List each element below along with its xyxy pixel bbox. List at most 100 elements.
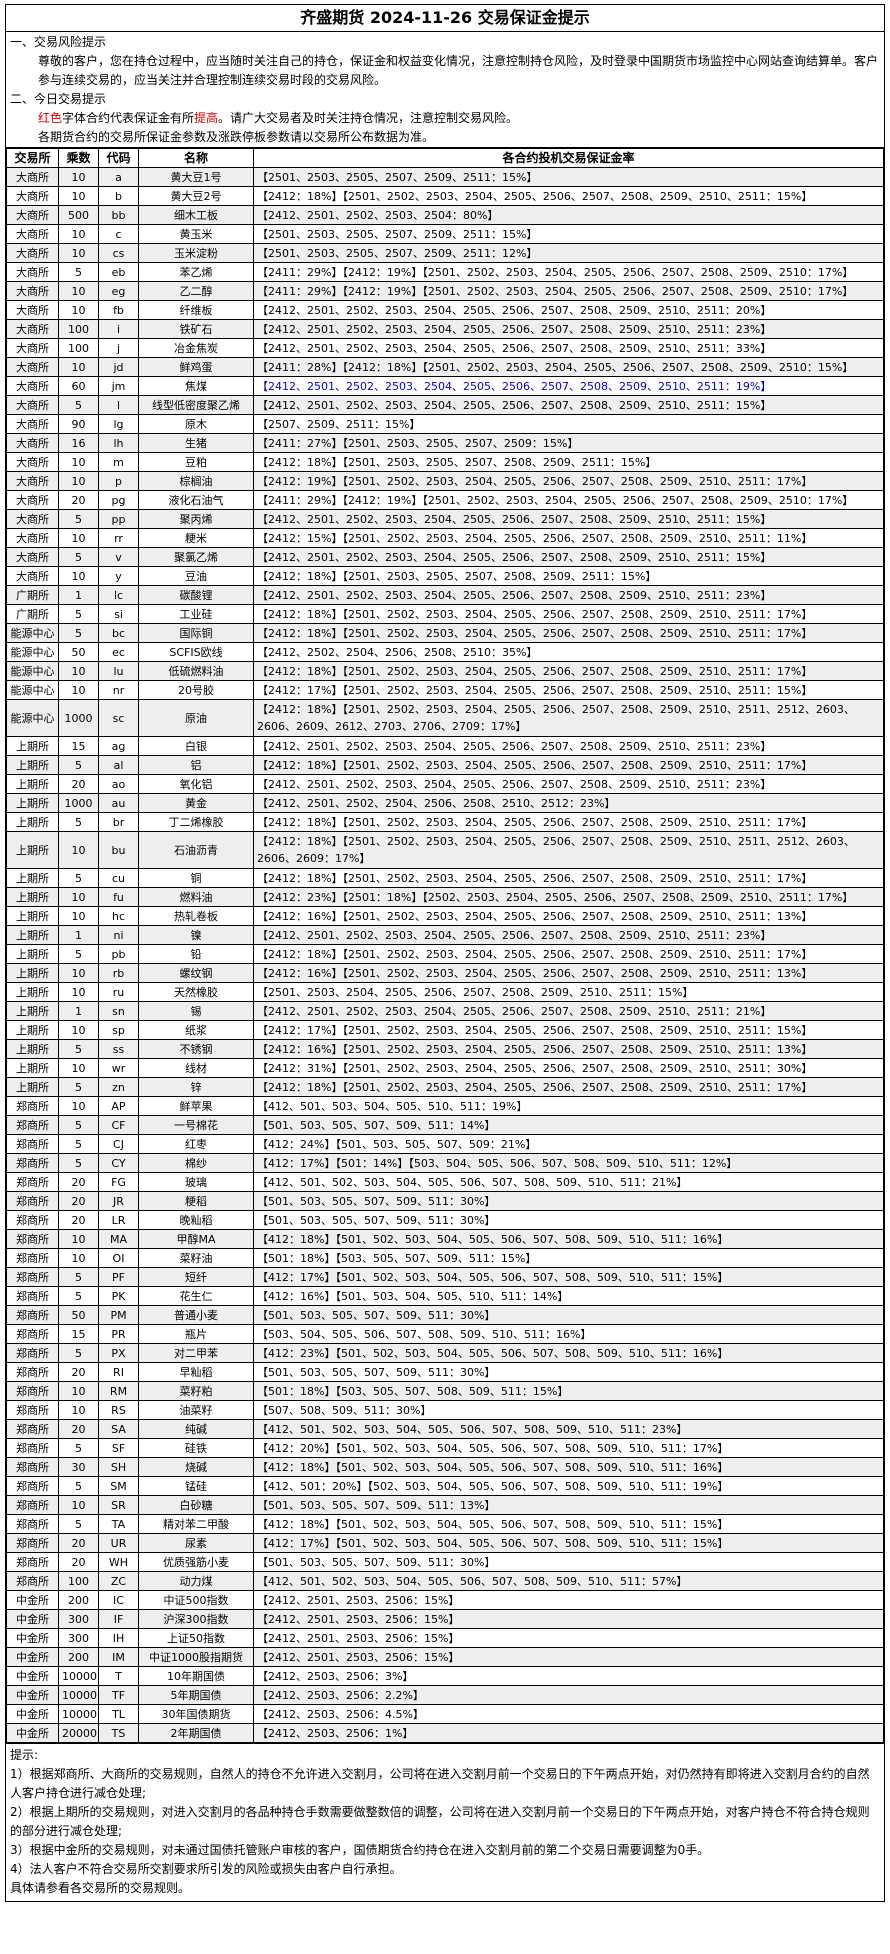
- margin-rate-cell: 【2411：29%】【2412：19%】【2501、2502、2503、2504…: [253, 281, 884, 301]
- table-row: 郑商所 10 RM 菜籽粕 【501：18%】【503、505、507、508、509、…: [6, 1381, 884, 1401]
- table-row: 大商所 16 lh 生猪 【2411：27%】【2501、2503、2505、2507、…: [6, 433, 884, 453]
- margin-rate-cell: 【2412：18%】【2501、2503、2505、2507、2508、2509…: [253, 452, 884, 472]
- table-row: 上期所 10 rb 螺纹钢 【2412：16%】【2501、2502、2503、2504…: [6, 963, 884, 983]
- multiplier-cell: 1: [58, 1001, 99, 1021]
- exchange-cell: 上期所: [6, 1020, 59, 1040]
- table-row: 大商所 10 p 棕榈油 【2412：19%】【2501、2502、2503、2504、…: [6, 471, 884, 491]
- name-cell: 菜籽粕: [138, 1381, 254, 1401]
- multiplier-cell: 1: [58, 585, 99, 605]
- name-cell: 原油: [138, 699, 254, 737]
- code-cell: PR: [98, 1324, 139, 1344]
- exchange-cell: 郑商所: [6, 1172, 59, 1192]
- table-row: 郑商所 5 SM 锰硅 【412、501：20%】【502、503、504、505、50…: [6, 1476, 884, 1496]
- margin-rate-cell: 【2411：27%】【2501、2503、2505、2507、2509：15%】: [253, 433, 884, 453]
- code-cell: jm: [98, 376, 139, 396]
- margin-rate-cell: 【2412：19%】【2501、2502、2503、2504、2505、2506…: [253, 471, 884, 491]
- exchange-cell: 大商所: [6, 300, 59, 320]
- today-text: 红色字体合约代表保证金有所提高。请广大交易者及时关注持仓情况，注意控制交易风险。: [10, 109, 880, 128]
- code-cell: TS: [98, 1723, 139, 1743]
- margin-rate-cell: 【2412、2501、2502、2503、2504、2505、2506、2507…: [253, 338, 884, 358]
- table-row: 郑商所 20 SA 纯碱 【412、501、502、503、504、505、506、50…: [6, 1419, 884, 1439]
- name-cell: 镍: [138, 925, 254, 945]
- code-cell: ru: [98, 982, 139, 1002]
- name-cell: 30年国债期货: [138, 1704, 254, 1724]
- exchange-cell: 郑商所: [6, 1457, 59, 1477]
- exchange-cell: 郑商所: [6, 1324, 59, 1344]
- footer-item: 1）根据郑商所、大商所的交易规则，自然人的持仓不允许进入交割月，公司将在进入交割…: [10, 1767, 870, 1800]
- code-cell: j: [98, 338, 139, 358]
- multiplier-cell: 50: [58, 1305, 99, 1325]
- exchange-cell: 中金所: [6, 1685, 59, 1705]
- table-row: 中金所 300 IH 上证50指数 【2412、2501、2503、2506：15%】: [6, 1628, 884, 1648]
- margin-rate-cell: 【2412：18%】【2501、2502、2503、2504、2505、2506…: [253, 623, 884, 643]
- code-cell: bc: [98, 623, 139, 643]
- name-cell: 碳酸锂: [138, 585, 254, 605]
- margin-rate-cell: 【412、501、503、504、505、510、511：19%】: [253, 1096, 884, 1116]
- table-row: 上期所 10 hc 热轧卷板 【2412：16%】【2501、2502、2503、250…: [6, 906, 884, 926]
- margin-table: 交易所 乘数 代码 名称 各合约投机交易保证金率 大商所 10 a 黄大豆1号 【250…: [6, 148, 884, 1743]
- code-cell: PX: [98, 1343, 139, 1363]
- margin-rate-cell: 【2412、2501、2502、2503、2504、2505、2506、2507…: [253, 509, 884, 529]
- exchange-cell: 大商所: [6, 528, 59, 548]
- name-cell: 锡: [138, 1001, 254, 1021]
- code-cell: RS: [98, 1400, 139, 1420]
- table-row: 上期所 5 al 铝【2412：18%】【2501、2502、2503、2504、25…: [6, 755, 884, 775]
- table-row: 大商所 5 l 线型低密度聚乙烯 【2412、2501、2502、2503、2504、2…: [6, 395, 884, 415]
- table-row: 大商所 10 m 豆粕 【2412：18%】【2501、2503、2505、2507、2…: [6, 452, 884, 472]
- exchange-cell: 郑商所: [6, 1476, 59, 1496]
- table-row: 郑商所 5 CJ 红枣 【412：24%】【501、503、505、507、509：21…: [6, 1134, 884, 1154]
- table-row: 上期所 1 ni 镍【2412、2501、2502、2503、2504、2505、25…: [6, 925, 884, 945]
- margin-rate-cell: 【412：18%】【501、502、503、504、505、506、507、50…: [253, 1457, 884, 1477]
- table-row: 郑商所 20 RI 早籼稻 【501、503、505、507、509、511：30%】: [6, 1362, 884, 1382]
- multiplier-cell: 10: [58, 243, 99, 263]
- table-row: 上期所 1000 au 黄金 【2412、2501、2502、2504、2506、250…: [6, 793, 884, 813]
- margin-rate-cell: 【412：17%】【501：14%】【503、504、505、506、507、5…: [253, 1153, 884, 1173]
- table-row: 郑商所 100 ZC 动力煤 【412、501、502、503、504、505、506、…: [6, 1571, 884, 1591]
- margin-rate-cell: 【2412：31%】【2501、2502、2503、2504、2505、2506…: [253, 1058, 884, 1078]
- margin-rate-cell: 【412：16%】【501、503、504、505、510、511：14%】: [253, 1286, 884, 1306]
- multiplier-cell: 10: [58, 982, 99, 1002]
- margin-rate-cell: 【412、501、502、503、504、505、506、507、508、509…: [253, 1172, 884, 1192]
- exchange-cell: 能源中心: [6, 661, 59, 681]
- table-row: 郑商所 10 OI 菜籽油 【501：18%】【503、505、507、509、511：…: [6, 1248, 884, 1268]
- multiplier-cell: 5: [58, 1134, 99, 1154]
- table-row: 大商所 10 eg 乙二醇 【2411：29%】【2412：19%】【2501、2502…: [6, 281, 884, 301]
- legend-text: 字体合约代表保证金有所: [62, 111, 195, 125]
- table-header-row: 交易所 乘数 代码 名称 各合约投机交易保证金率: [6, 148, 884, 168]
- multiplier-cell: 100: [58, 338, 99, 358]
- exchange-cell: 郑商所: [6, 1438, 59, 1458]
- exchange-cell: 郑商所: [6, 1210, 59, 1230]
- name-cell: 鲜鸡蛋: [138, 357, 254, 377]
- table-row: 中金所 200 IC 中证500指数 【2412、2501、2503、2506：15%】: [6, 1590, 884, 1610]
- code-cell: v: [98, 547, 139, 567]
- name-cell: 燃料油: [138, 887, 254, 907]
- code-cell: y: [98, 566, 139, 586]
- name-cell: 棉纱: [138, 1153, 254, 1173]
- multiplier-cell: 20: [58, 1210, 99, 1230]
- multiplier-cell: 30: [58, 1457, 99, 1477]
- multiplier-cell: 15: [58, 736, 99, 756]
- margin-rate-cell: 【2412、2501、2502、2503、2504、2505、2506、2507…: [253, 585, 884, 605]
- code-cell: hc: [98, 906, 139, 926]
- code-cell: IF: [98, 1609, 139, 1629]
- name-cell: 纤维板: [138, 300, 254, 320]
- red-legend: 红色: [38, 111, 63, 125]
- multiplier-cell: 200: [58, 1590, 99, 1610]
- exchange-cell: 中金所: [6, 1666, 59, 1686]
- code-cell: si: [98, 604, 139, 624]
- code-cell: T: [98, 1666, 139, 1686]
- table-row: 大商所 500 bb 细木工板 【2412、2501、2502、2503、2504：80…: [6, 205, 884, 225]
- table-row: 大商所 20 pg 液化石油气 【2411：29%】【2412：19%】【2501、25…: [6, 490, 884, 510]
- multiplier-cell: 10: [58, 1020, 99, 1040]
- exchange-cell: 郑商所: [6, 1552, 59, 1572]
- name-cell: 短纤: [138, 1267, 254, 1287]
- multiplier-cell: 10: [58, 471, 99, 491]
- name-cell: 石油沥青: [138, 831, 254, 869]
- multiplier-cell: 10: [58, 357, 99, 377]
- name-cell: 烧碱: [138, 1457, 254, 1477]
- margin-rate-cell: 【2501、2503、2505、2507、2509、2511：15%】: [253, 167, 884, 187]
- header-name: 名称: [138, 148, 254, 168]
- exchange-cell: 上期所: [6, 774, 59, 794]
- margin-rate-cell: 【2412：18%】【2501、2502、2503、2504、2505、2506…: [253, 755, 884, 775]
- name-cell: 黄大豆2号: [138, 186, 254, 206]
